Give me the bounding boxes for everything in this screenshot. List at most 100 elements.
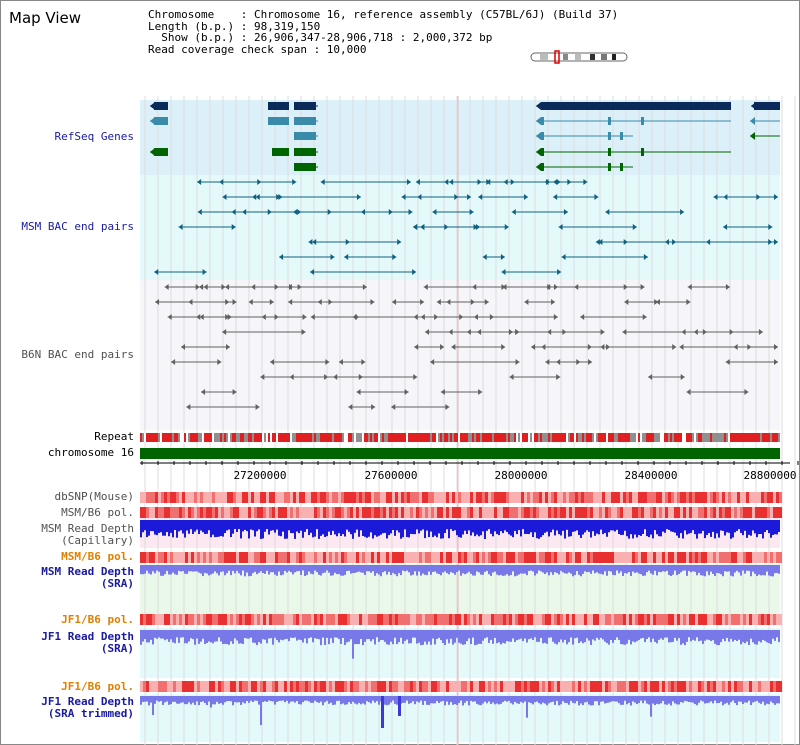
repeat-block bbox=[274, 433, 276, 442]
polymorphism-cell bbox=[248, 552, 251, 563]
polymorphism-cell bbox=[635, 492, 638, 503]
depth-bar bbox=[436, 520, 438, 538]
repeat-block bbox=[300, 433, 302, 442]
polymorphism-cell bbox=[179, 552, 182, 563]
repeat-block bbox=[698, 433, 700, 442]
polymorphism-cell bbox=[482, 681, 485, 692]
repeat-block bbox=[232, 433, 234, 442]
repeat-block bbox=[306, 433, 308, 442]
polymorphism-cell bbox=[683, 614, 686, 625]
polymorphism-cell bbox=[428, 492, 431, 503]
polymorphism-cell bbox=[338, 614, 341, 625]
polymorphism-cell bbox=[677, 681, 680, 692]
polymorphism-cell bbox=[632, 614, 635, 625]
polymorphism-cell bbox=[296, 492, 299, 503]
depth-bar bbox=[306, 565, 308, 575]
polymorphism-cell bbox=[296, 681, 299, 692]
polymorphism-cell bbox=[242, 614, 245, 625]
bac-end bbox=[413, 224, 418, 230]
depth-bar bbox=[684, 520, 686, 531]
polymorphism-cell bbox=[314, 681, 317, 692]
bac-end bbox=[423, 284, 428, 290]
polymorphism-cell bbox=[356, 507, 359, 518]
depth-bar bbox=[152, 565, 154, 572]
polymorphism-cell bbox=[728, 614, 731, 625]
polymorphism-cell bbox=[488, 492, 491, 503]
depth-bar bbox=[278, 630, 280, 643]
depth-bar bbox=[486, 565, 488, 571]
bac-end bbox=[413, 314, 418, 320]
polymorphism-cell bbox=[347, 552, 350, 563]
depth-bar bbox=[300, 565, 302, 575]
polymorphism-cell bbox=[779, 552, 782, 563]
polymorphism-cell bbox=[302, 507, 305, 518]
bac-end bbox=[623, 284, 628, 290]
depth-bar bbox=[384, 565, 386, 572]
depth-bar bbox=[662, 565, 664, 572]
track-label-msm-bac[interactable]: MSM BAC end pairs bbox=[21, 220, 134, 233]
depth-bar bbox=[198, 696, 200, 706]
polymorphism-cell bbox=[167, 552, 170, 563]
polymorphism-cell bbox=[563, 681, 566, 692]
polymorphism-cell bbox=[515, 507, 518, 518]
depth-bar bbox=[716, 520, 718, 534]
depth-bar bbox=[286, 565, 288, 573]
depth-bar bbox=[264, 520, 266, 532]
depth-bar bbox=[216, 565, 218, 574]
polymorphism-cell bbox=[188, 614, 191, 625]
depth-bar bbox=[584, 696, 586, 703]
depth-bar bbox=[698, 520, 700, 534]
depth-bar bbox=[348, 520, 350, 532]
repeat-block bbox=[518, 433, 520, 442]
depth-bar bbox=[450, 630, 452, 639]
bac-end bbox=[475, 224, 480, 230]
depth-bar bbox=[742, 565, 744, 571]
depth-bar bbox=[480, 696, 482, 706]
bac-end bbox=[472, 284, 477, 290]
depth-bar bbox=[360, 520, 362, 531]
depth-bar bbox=[204, 565, 206, 573]
polymorphism-cell bbox=[503, 552, 506, 563]
polymorphism-cell bbox=[332, 552, 335, 563]
depth-bar bbox=[280, 630, 282, 640]
track-label-b6n-bac[interactable]: B6N BAC end pairs bbox=[21, 348, 134, 361]
depth-bar bbox=[592, 520, 594, 532]
bac-end bbox=[686, 389, 691, 395]
depth-bar bbox=[742, 520, 744, 536]
depth-bar bbox=[692, 520, 694, 531]
repeat-block bbox=[446, 433, 448, 442]
bac-end bbox=[178, 224, 183, 230]
bac-end bbox=[547, 284, 552, 290]
depth-bar bbox=[350, 696, 352, 704]
polymorphism-cell bbox=[311, 492, 314, 503]
repeat-block bbox=[746, 433, 748, 442]
depth-bar bbox=[612, 696, 614, 702]
depth-bar bbox=[394, 630, 396, 638]
bac-end bbox=[361, 359, 366, 365]
depth-bar bbox=[250, 630, 252, 638]
depth-bar bbox=[348, 630, 350, 642]
polymorphism-cell bbox=[674, 507, 677, 518]
polymorphism-cell bbox=[158, 614, 161, 625]
gene-exon bbox=[620, 132, 623, 140]
depth-bar bbox=[230, 630, 232, 642]
depth-bar bbox=[572, 520, 574, 532]
depth-bar bbox=[148, 520, 150, 536]
polymorphism-cell bbox=[206, 507, 209, 518]
depth-bar bbox=[708, 630, 710, 640]
bac-end bbox=[292, 179, 297, 185]
polymorphism-cell bbox=[317, 552, 320, 563]
depth-bar bbox=[474, 696, 476, 702]
depth-bar bbox=[460, 696, 462, 701]
bac-end bbox=[430, 359, 435, 365]
depth-bar bbox=[330, 520, 332, 536]
depth-bar bbox=[372, 520, 374, 539]
polymorphism-cell bbox=[569, 492, 572, 503]
polymorphism-cell bbox=[665, 681, 668, 692]
repeat-block bbox=[428, 433, 430, 442]
polymorphism-cell bbox=[758, 552, 761, 563]
track-label-refseq[interactable]: RefSeq Genes bbox=[54, 130, 134, 143]
depth-bar bbox=[234, 565, 236, 574]
polymorphism-cell bbox=[626, 681, 629, 692]
